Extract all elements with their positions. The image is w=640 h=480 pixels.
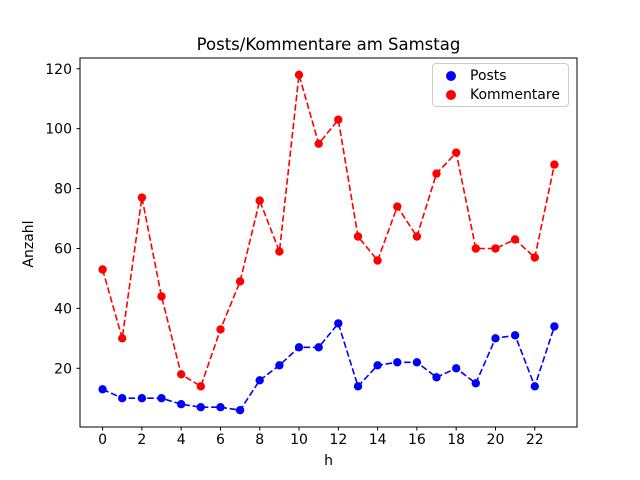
legend: Posts Kommentare bbox=[432, 63, 569, 107]
data-point-kommentare bbox=[550, 160, 559, 169]
data-point-kommentare bbox=[235, 277, 245, 286]
data-point-kommentare bbox=[393, 202, 402, 211]
data-point-kommentare bbox=[510, 235, 520, 244]
data-point-kommentare bbox=[98, 265, 107, 274]
data-point-kommentare bbox=[137, 193, 147, 202]
data-point-kommentare bbox=[432, 169, 441, 178]
legend-label-kommentare: Kommentare bbox=[470, 86, 560, 103]
data-point-posts bbox=[196, 403, 205, 412]
data-point-kommentare bbox=[216, 325, 225, 334]
data-point-posts bbox=[510, 331, 520, 340]
data-point-kommentare bbox=[373, 256, 382, 265]
x-axis-label: h bbox=[324, 453, 333, 469]
data-point-posts bbox=[471, 379, 480, 388]
posts-marker-icon bbox=[446, 70, 456, 81]
data-point-kommentare bbox=[334, 115, 343, 124]
data-point-posts bbox=[550, 322, 559, 331]
data-point-kommentare bbox=[294, 70, 304, 80]
data-point-posts bbox=[491, 334, 500, 343]
y-tick-label: 120 bbox=[45, 62, 72, 78]
x-tick-label: 10 bbox=[290, 432, 308, 448]
chart-title: Posts/Kommentare am Samstag bbox=[196, 35, 461, 54]
data-point-posts bbox=[294, 343, 304, 352]
data-point-posts bbox=[432, 373, 441, 382]
x-tick-label: 14 bbox=[369, 432, 387, 448]
series-line-posts bbox=[102, 321, 556, 412]
x-tick-label: 16 bbox=[408, 432, 426, 448]
data-point-kommentare bbox=[196, 382, 205, 391]
y-tick-label: 20 bbox=[54, 361, 72, 377]
data-point-kommentare bbox=[255, 196, 264, 205]
data-point-kommentare bbox=[314, 139, 323, 148]
data-point-posts bbox=[530, 382, 539, 391]
data-point-kommentare bbox=[452, 148, 461, 157]
data-point-posts bbox=[255, 376, 264, 385]
data-point-posts bbox=[157, 394, 166, 403]
data-point-kommentare bbox=[157, 292, 166, 301]
series-line-kommentare bbox=[101, 74, 556, 388]
x-tick-label: 4 bbox=[177, 432, 186, 448]
data-point-posts bbox=[353, 382, 363, 391]
data-point-posts bbox=[177, 400, 186, 409]
x-tick-label: 18 bbox=[447, 432, 465, 448]
data-point-posts bbox=[216, 403, 225, 412]
data-point-posts bbox=[98, 385, 107, 394]
y-axis-label: Anzahl bbox=[21, 220, 37, 268]
legend-label-posts: Posts bbox=[470, 67, 507, 84]
y-tick-label: 100 bbox=[45, 122, 72, 138]
data-point-posts bbox=[373, 361, 382, 370]
x-tick-label: 22 bbox=[526, 432, 544, 448]
x-tick-label: 0 bbox=[98, 432, 107, 448]
data-point-posts bbox=[235, 406, 245, 415]
legend-entry-kommentare: Kommentare bbox=[433, 87, 568, 103]
data-point-kommentare bbox=[118, 334, 127, 343]
axes-spines bbox=[79, 57, 578, 428]
kommentare-marker-icon bbox=[446, 89, 456, 100]
legend-entry-posts: Posts bbox=[433, 68, 568, 84]
data-point-posts bbox=[118, 394, 127, 403]
x-tick-label: 6 bbox=[216, 432, 225, 448]
data-point-kommentare bbox=[177, 370, 186, 379]
data-point-posts bbox=[452, 364, 461, 373]
data-point-posts bbox=[275, 361, 284, 370]
data-point-posts bbox=[137, 394, 147, 403]
x-tick-label: 2 bbox=[137, 432, 146, 448]
data-point-kommentare bbox=[353, 232, 363, 241]
y-tick-label: 60 bbox=[54, 241, 72, 257]
y-tick-label: 40 bbox=[54, 301, 72, 317]
data-point-posts bbox=[334, 319, 343, 328]
x-tick-label: 12 bbox=[329, 432, 347, 448]
data-point-kommentare bbox=[491, 244, 500, 253]
data-point-posts bbox=[314, 343, 323, 352]
data-point-posts bbox=[393, 358, 402, 367]
data-point-kommentare bbox=[275, 247, 284, 256]
x-tick-label: 8 bbox=[255, 432, 264, 448]
data-point-posts bbox=[412, 358, 422, 367]
data-point-kommentare bbox=[412, 232, 422, 241]
data-point-kommentare bbox=[471, 244, 480, 253]
x-tick-label: 20 bbox=[487, 432, 505, 448]
data-point-kommentare bbox=[530, 253, 539, 262]
y-tick-label: 80 bbox=[54, 182, 72, 198]
